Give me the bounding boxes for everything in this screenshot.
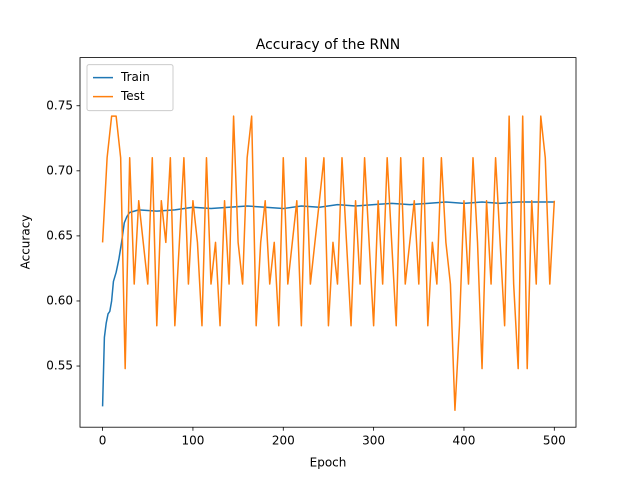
x-tick-label: 100 xyxy=(181,434,204,448)
plot-frame xyxy=(79,57,577,428)
y-tick-label: 0.70 xyxy=(46,163,73,177)
x-tick-label: 300 xyxy=(362,434,385,448)
y-axis-label: Accuracy xyxy=(19,215,33,270)
chart-title: Accuracy of the RNN xyxy=(256,37,400,53)
legend-box xyxy=(86,64,174,112)
x-tick-label: 200 xyxy=(272,434,295,448)
series-line xyxy=(101,115,556,412)
x-tick-label: 0 xyxy=(99,434,107,448)
legend-label: Train xyxy=(120,70,150,84)
y-tick-label: 0.55 xyxy=(46,359,73,373)
y-tick-label: 0.65 xyxy=(46,228,73,242)
legend-label: Test xyxy=(120,89,145,103)
x-axis-label: Epoch xyxy=(310,456,347,470)
x-tick-label: 500 xyxy=(543,434,566,448)
x-tick-label: 400 xyxy=(453,434,476,448)
y-tick-label: 0.75 xyxy=(46,98,73,112)
y-tick-label: 0.60 xyxy=(46,293,73,307)
series-line xyxy=(101,201,555,407)
